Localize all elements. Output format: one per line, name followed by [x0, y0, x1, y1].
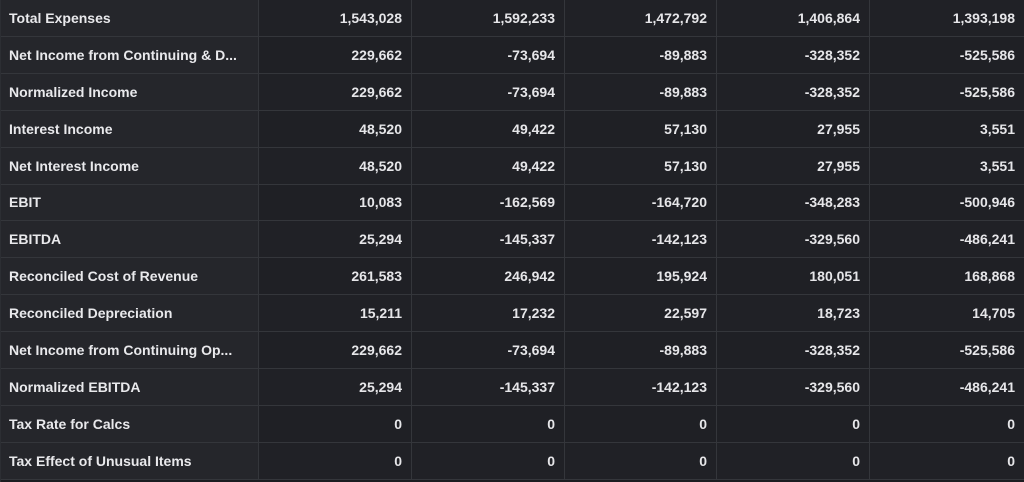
value-cell: -525,586	[870, 73, 1024, 110]
value-cell: 0	[565, 442, 717, 479]
table-row[interactable]: Normalized Income 229,662 -73,694 -89,883 -3…	[1, 73, 1024, 111]
row-label: Tax Rate for Calcs	[1, 405, 259, 442]
value-cell: -525,586	[870, 332, 1024, 369]
value-cell: -486,241	[870, 221, 1024, 258]
row-label: Net Interest Income	[1, 147, 259, 184]
value-cell: 49,422	[412, 110, 565, 147]
row-label: EBITDA	[1, 221, 259, 258]
value-cell: 15,211	[259, 295, 412, 332]
value-cell: 48,520	[259, 147, 412, 184]
table-row[interactable]: Net Income from Continuing & D... 229,662…	[1, 36, 1024, 74]
row-label: EBIT	[1, 184, 259, 221]
table-row[interactable]: Tax Effect of Unusual Items 0 0 0 0 0	[1, 442, 1024, 480]
value-cell: 229,662	[259, 73, 412, 110]
value-cell: -486,241	[870, 369, 1024, 405]
value-cell: 3,551	[870, 147, 1024, 184]
table-row[interactable]: Total Expenses 1,543,028 1,592,233 1,472,79…	[1, 0, 1024, 37]
value-cell: -145,337	[412, 221, 565, 258]
value-cell: -500,946	[870, 184, 1024, 221]
value-cell: 0	[717, 442, 870, 479]
value-cell: 180,051	[717, 258, 870, 295]
value-cell: 48,520	[259, 110, 412, 147]
table-row[interactable]: EBITDA 25,294 -145,337 -142,123 -329,560 -486…	[1, 221, 1024, 259]
value-cell: 22,597	[565, 295, 717, 332]
value-cell: 17,232	[412, 295, 565, 332]
value-cell: 195,924	[565, 258, 717, 295]
value-cell: 1,543,028	[259, 0, 412, 36]
value-cell: 57,130	[565, 147, 717, 184]
table-row[interactable]: Interest Income 48,520 49,422 57,130 27,955 3…	[1, 110, 1024, 148]
row-label: Tax Effect of Unusual Items	[1, 442, 259, 479]
value-cell: 0	[259, 405, 412, 442]
value-cell: -328,352	[717, 36, 870, 73]
row-label: Normalized Income	[1, 73, 259, 110]
table-row[interactable]: Net Income from Continuing Op... 229,662-…	[1, 332, 1024, 370]
value-cell: 18,723	[717, 295, 870, 332]
value-cell: -328,352	[717, 332, 870, 369]
value-cell: 27,955	[717, 110, 870, 147]
value-cell: 1,592,233	[412, 0, 565, 36]
row-label: Net Income from Continuing Op...	[1, 332, 259, 369]
value-cell: 1,472,792	[565, 0, 717, 36]
value-cell: -73,694	[412, 36, 565, 73]
value-cell: -162,569	[412, 184, 565, 221]
table-row[interactable]: EBIT 10,083 -162,569 -164,720 -348,283 -500,9…	[1, 184, 1024, 222]
value-cell: -329,560	[717, 221, 870, 258]
value-cell: 25,294	[259, 369, 412, 405]
value-cell: 0	[565, 405, 717, 442]
value-cell: 0	[870, 405, 1024, 442]
value-cell: 27,955	[717, 147, 870, 184]
value-cell: 0	[717, 405, 870, 442]
value-cell: 1,393,198	[870, 0, 1024, 36]
value-cell: -142,123	[565, 221, 717, 258]
row-label: Reconciled Depreciation	[1, 295, 259, 332]
value-cell: 0	[870, 442, 1024, 479]
table-row[interactable]: Reconciled Depreciation 15,211 17,232 22,59…	[1, 295, 1024, 333]
value-cell: 246,942	[412, 258, 565, 295]
value-cell: 1,406,864	[717, 0, 870, 36]
value-cell: 49,422	[412, 147, 565, 184]
value-cell: 229,662	[259, 36, 412, 73]
value-cell: 14,705	[870, 295, 1024, 332]
value-cell: 0	[412, 442, 565, 479]
value-cell: 261,583	[259, 258, 412, 295]
value-cell: -164,720	[565, 184, 717, 221]
row-label: Net Income from Continuing & D...	[1, 36, 259, 73]
row-label: Normalized EBITDA	[1, 369, 259, 405]
value-cell: 3,551	[870, 110, 1024, 147]
value-cell: 168,868	[870, 258, 1024, 295]
value-cell: -145,337	[412, 369, 565, 405]
value-cell: -89,883	[565, 332, 717, 369]
table-row[interactable]: Normalized EBITDA 25,294 -145,337 -142,123-…	[1, 369, 1024, 406]
value-cell: 57,130	[565, 110, 717, 147]
value-cell: 0	[412, 405, 565, 442]
row-label: Reconciled Cost of Revenue	[1, 258, 259, 295]
table-row[interactable]: Net Interest Income 48,520 49,422 57,130 27,…	[1, 147, 1024, 185]
value-cell: -348,283	[717, 184, 870, 221]
row-label: Total Expenses	[1, 0, 259, 36]
value-cell: 10,083	[259, 184, 412, 221]
value-cell: -328,352	[717, 73, 870, 110]
value-cell: -89,883	[565, 73, 717, 110]
value-cell: -73,694	[412, 332, 565, 369]
value-cell: -525,586	[870, 36, 1024, 73]
value-cell: -89,883	[565, 36, 717, 73]
value-cell: -142,123	[565, 369, 717, 405]
value-cell: 229,662	[259, 332, 412, 369]
row-label: Interest Income	[1, 110, 259, 147]
value-cell: 0	[259, 442, 412, 479]
value-cell: -329,560	[717, 369, 870, 405]
table-row[interactable]: Tax Rate for Calcs 0 0 0 0 0	[1, 405, 1024, 443]
value-cell: 25,294	[259, 221, 412, 258]
table-row[interactable]: Reconciled Cost of Revenue 261,583 246,942…	[1, 258, 1024, 296]
value-cell: -73,694	[412, 73, 565, 110]
